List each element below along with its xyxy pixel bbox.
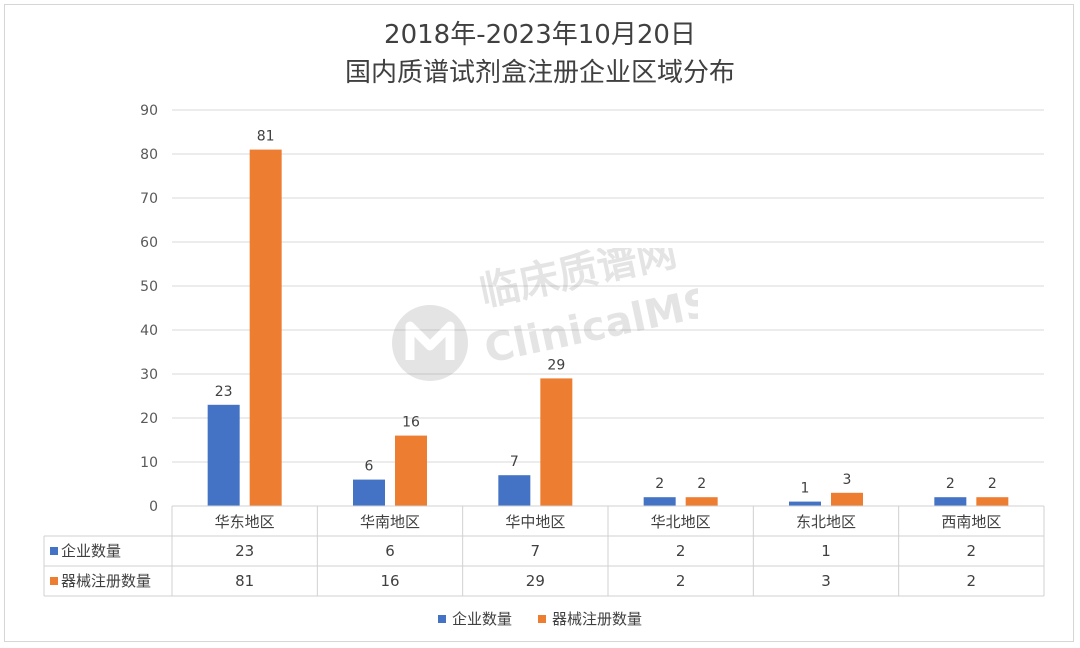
bar-enterprise [207,404,240,506]
legend-item-series-2: 器械注册数量 [538,608,642,629]
data-label: 2 [655,476,664,492]
bar-registration [976,497,1009,506]
y-tick-label: 0 [149,499,158,515]
table-series-name: 器械注册数量 [61,572,151,590]
bar-registration [540,378,573,506]
table-cell: 1 [821,542,831,560]
legend-label-series-1: 企业数量 [451,610,512,628]
table-cell: 6 [385,542,395,560]
table-cell: 2 [967,542,977,560]
y-tick-label: 10 [140,455,158,471]
x-category-label: 华南地区 [360,513,420,531]
bar-registration [685,497,718,506]
table-cell: 2 [676,572,686,590]
bar-enterprise [643,497,676,506]
y-tick-label: 40 [140,323,158,339]
x-category-label: 华中地区 [505,513,565,531]
data-label: 3 [843,472,852,488]
legend-swatch-series-2 [538,614,546,623]
table-cell: 81 [235,572,254,590]
data-labels: 23 81 6 16 7 29 2 2 1 3 2 2 [215,129,997,497]
y-axis-ticks: 0 10 20 30 40 50 60 70 80 90 [140,103,158,515]
table-legend-swatch [50,547,58,555]
y-tick-label: 50 [140,279,158,295]
bar-enterprise [934,497,967,506]
data-label: 29 [547,357,565,373]
table-series-name: 企业数量 [61,542,121,560]
chart-title: 2018年-2023年10月20日 [384,20,696,50]
chart-subtitle: 国内质谱试剂盒注册企业区域分布 [344,58,735,88]
data-label: 23 [215,384,233,400]
x-category-label: 华北地区 [651,513,711,531]
data-label: 2 [988,476,997,492]
data-label: 2 [946,476,955,492]
y-tick-label: 30 [140,367,158,383]
data-label: 81 [257,129,275,145]
table-cell: 7 [531,542,541,560]
y-tick-label: 20 [140,411,158,427]
legend-label-series-2: 器械注册数量 [552,610,643,628]
data-label: 1 [801,481,810,497]
x-category-label: 华东地区 [215,513,275,531]
bars [207,149,1009,506]
table-legend-swatch [50,577,58,585]
data-label: 6 [365,459,374,475]
legend-item-series-1: 企业数量 [437,608,512,629]
table-cell: 2 [967,572,977,590]
legend-swatch-series-1 [437,614,446,623]
data-label: 2 [697,476,706,492]
table-cell: 23 [235,542,254,560]
table-cell: 29 [526,572,545,590]
x-category-label: 西南地区 [941,513,1001,531]
bar-registration [395,435,427,506]
bar-enterprise [789,501,821,506]
y-tick-label: 60 [140,235,158,251]
gridlines [172,109,1044,463]
table-cell: 16 [380,572,399,590]
data-label: 7 [510,454,519,470]
bar-registration [249,149,282,506]
y-tick-label: 80 [140,147,158,163]
x-category-label: 东北地区 [796,513,856,531]
bar-registration [831,492,863,506]
bar-enterprise [498,475,531,506]
legend: 企业数量 器械注册数量 [0,608,1080,629]
table-cell: 3 [821,572,831,590]
bar-enterprise [353,479,385,506]
y-tick-label: 90 [140,103,158,119]
data-label: 16 [402,415,420,431]
table-cell: 2 [676,542,686,560]
y-tick-label: 70 [140,191,158,207]
